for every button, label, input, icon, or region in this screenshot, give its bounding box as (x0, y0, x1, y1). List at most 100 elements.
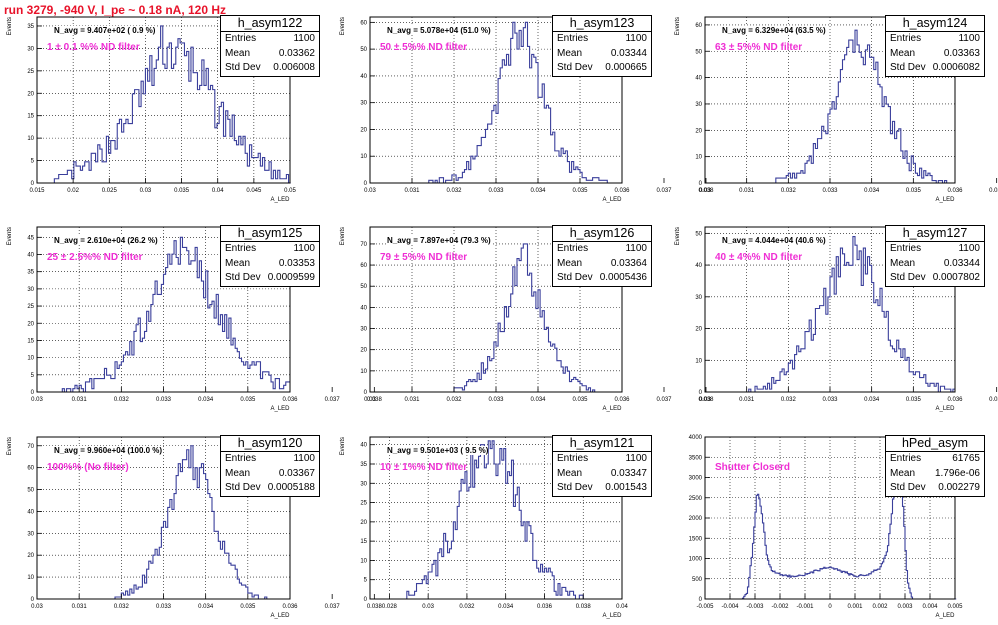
y-tick-label: 10 (695, 358, 702, 364)
x-tick-label: 0.03 (699, 397, 711, 403)
stat-value: 1.796e-06 (934, 467, 980, 479)
x-tick-label: 0.038 (576, 604, 592, 610)
x-tick-label: 0.034 (198, 397, 214, 403)
stat-row-std-dev: Std Dev 0.002279 (886, 481, 984, 496)
navg-annotation: N_avg = 6.329e+04 (63.5 %) (722, 26, 826, 35)
stat-label: Entries (225, 453, 257, 464)
y-tick-label: 0 (31, 390, 35, 396)
y-tick-label: 30 (360, 481, 367, 487)
filter-label: 10 ± 1%% ND filter (380, 462, 468, 473)
stat-row-std-dev: Std Dev 0.0007802 (886, 271, 984, 286)
x-tick-label: 0.036 (282, 604, 298, 610)
y-tick-label: 50 (695, 49, 702, 55)
filter-label: 25 ± 2.5%% ND filter (47, 252, 143, 263)
y-tick-label: 30 (695, 102, 702, 108)
y-tick-label: 50 (27, 488, 34, 494)
stat-label: Entries (225, 243, 257, 254)
stat-label: Std Dev (557, 272, 593, 283)
y-tick-label: 0 (31, 181, 35, 187)
y-tick-label: 20 (27, 91, 34, 97)
y-tick-label: 60 (695, 23, 702, 29)
navg-annotation: N_avg = 9.960e+04 (100.0 %) (54, 446, 163, 455)
stat-value: 61765 (952, 453, 980, 464)
stat-label: Std Dev (557, 482, 593, 493)
x-axis-label: A_LED (935, 613, 955, 619)
x-tick-label: -0.005 (696, 604, 714, 610)
filter-label: 50 ± 5%% ND filter (380, 42, 468, 53)
x-tick-label: 0.03 (140, 188, 152, 194)
histogram-line (370, 440, 622, 600)
y-tick-label: 10 (360, 369, 367, 375)
stat-row-std-dev: Std Dev 0.0005188 (221, 481, 319, 496)
y-tick-label: 50 (695, 231, 702, 237)
histogram-svg: 0.015 0.02 0.025 0.03 0.035 0.04 0.045 0.05 0 5 10… (7, 16, 296, 203)
histogram-svg: 0.030.0310.0320.0330.0340.0350.0360.0370… (675, 16, 998, 203)
panel-h-asym121: 0.028 0.03 0.032 0.034 0.036 0.038 0.04 0 5 10 15 2… (340, 435, 652, 619)
x-tick-label: 0.031 (72, 604, 88, 610)
x-tick-label: 0 (828, 604, 832, 610)
y-tick-label: 30 (360, 101, 367, 107)
stat-value: 0.0005436 (599, 272, 647, 283)
navg-annotation: N_avg = 4.044e+04 (40.6 %) (722, 236, 826, 245)
x-tick-label: 0.035 (240, 397, 256, 403)
stat-label: Mean (890, 47, 916, 59)
y-tick-label: 500 (692, 577, 703, 583)
y-tick-label: 25 (360, 501, 367, 507)
panel-h-asym122: 0.015 0.02 0.025 0.03 0.035 0.04 0.045 0.05 0 5 10… (7, 15, 320, 203)
x-axis-label: A_LED (602, 613, 622, 619)
x-tick-label: -0.002 (771, 604, 789, 610)
x-tick-label: 0.04 (616, 604, 628, 610)
stat-value: 0.002279 (938, 482, 980, 493)
y-axis-label: Events (340, 17, 346, 35)
stat-value: 1100 (625, 453, 647, 464)
y-tick-label: 25 (27, 304, 34, 310)
y-tick-label: 5 (31, 373, 35, 379)
y-tick-label: 60 (360, 20, 367, 26)
stat-box: h_asym123 Entries 1100 Mean 0.03344 Std Dev 0.… (552, 15, 652, 77)
panel-h-asym125: 0.03 0.031 0.032 0.033 0.034 0.035 0.036 0.037 0… (7, 225, 383, 412)
stat-value: 0.000665 (605, 62, 647, 73)
y-tick-label: 1500 (689, 536, 703, 542)
y-tick-label: 45 (27, 235, 34, 241)
stat-label: Mean (557, 257, 583, 269)
stat-value: 0.006008 (273, 62, 315, 73)
x-tick-label: 0.036 (614, 397, 630, 403)
stat-box: h_asym126 Entries 1100 Mean 0.03364 Std Dev 0.… (552, 225, 652, 287)
histogram-title: h_asym121 (553, 436, 651, 452)
stat-row-mean: Mean 0.03362 (221, 47, 319, 62)
x-tick-label: 0.032 (114, 397, 130, 403)
y-tick-label: 5 (31, 159, 35, 165)
y-tick-label: 40 (695, 76, 702, 82)
filter-label: 40 ± 4%% ND filter (715, 252, 803, 263)
y-tick-label: 70 (27, 444, 34, 450)
run-title: run 3279, -940 V, I_pe ~ 0.18 nA, 120 Hz (4, 3, 227, 17)
x-tick-label: 0.03 (364, 397, 376, 403)
stat-row-mean: Mean 0.03344 (886, 257, 984, 272)
y-tick-label: 20 (695, 327, 702, 333)
stat-row-std-dev: Std Dev 0.000665 (553, 61, 651, 76)
x-tick-label: -0.001 (796, 604, 814, 610)
x-tick-label: 0.02 (67, 188, 79, 194)
y-tick-label: 3500 (689, 455, 703, 461)
y-tick-label: 50 (360, 47, 367, 53)
x-axis-label: A_LED (270, 406, 290, 412)
stat-value: 0.0005188 (267, 482, 315, 493)
stat-row-mean: Mean 1.796e-06 (886, 467, 984, 482)
stat-row-entries: Entries 1100 (886, 242, 984, 257)
x-tick-label: 0.028 (382, 604, 398, 610)
x-tick-label: 0.037 (325, 604, 341, 610)
histogram-title: h_asym127 (886, 226, 984, 242)
stat-row-entries: Entries 1100 (221, 32, 319, 47)
y-tick-label: 0 (699, 597, 703, 603)
x-tick-label: 0.036 (537, 604, 553, 610)
stat-row-entries: Entries 1100 (886, 32, 984, 47)
y-tick-label: 10 (695, 155, 702, 161)
stat-row-entries: Entries 1100 (553, 32, 651, 47)
stat-value: 1100 (958, 33, 980, 44)
y-tick-label: 0 (699, 181, 703, 187)
y-tick-label: 30 (695, 295, 702, 301)
stat-value: 0.03344 (943, 257, 980, 269)
stat-label: Std Dev (890, 482, 926, 493)
stat-row-mean: Mean 0.03353 (221, 257, 319, 272)
